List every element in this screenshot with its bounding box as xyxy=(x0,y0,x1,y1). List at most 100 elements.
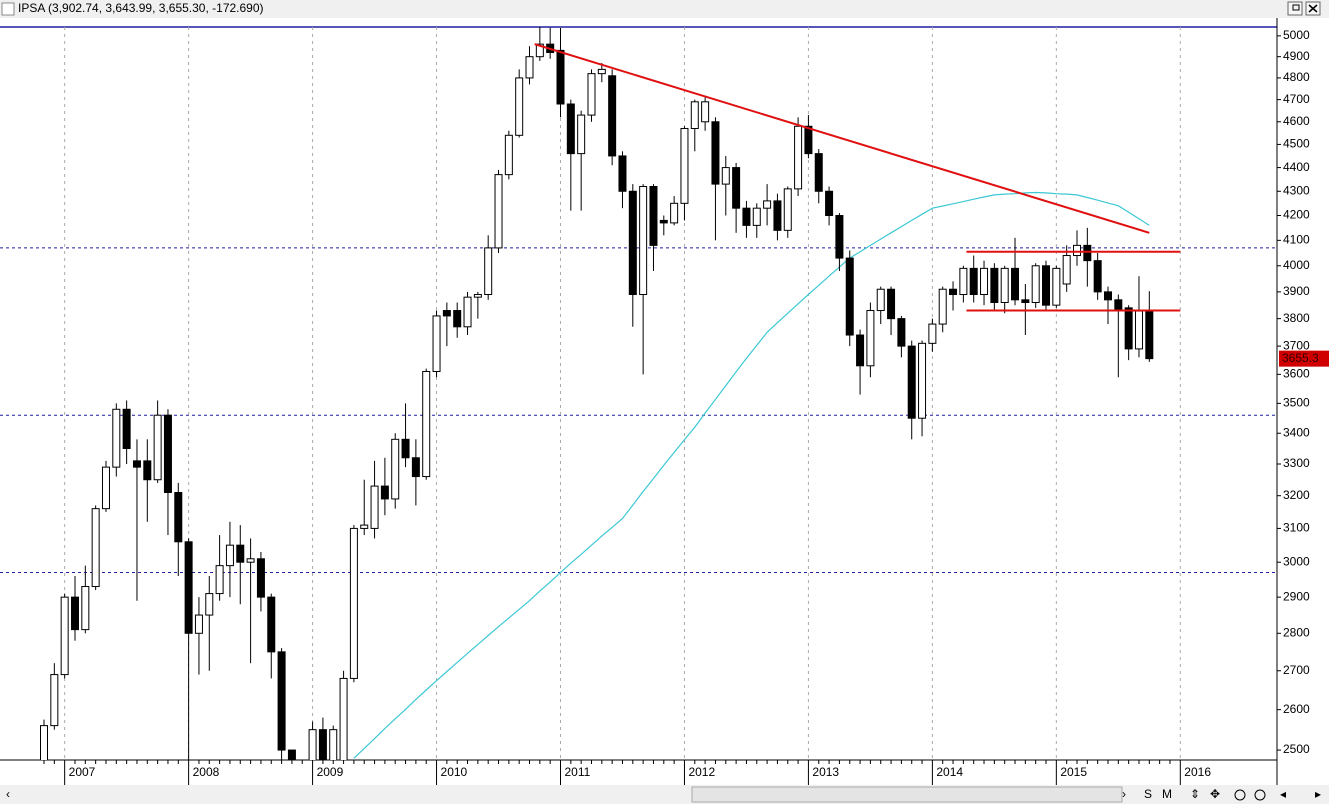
plot-area xyxy=(0,27,1277,760)
candle-body xyxy=(649,185,658,246)
candle-body xyxy=(411,457,420,478)
x-tick-label: 2015 xyxy=(1060,765,1087,779)
candle-body xyxy=(701,101,710,123)
y-tick-label: 4800 xyxy=(1283,70,1310,84)
zoom-in[interactable] xyxy=(1254,789,1266,801)
candle-body xyxy=(690,101,699,130)
candle-body xyxy=(1073,244,1081,257)
candle-body xyxy=(825,190,834,217)
toolbar-icon[interactable]: ▸ xyxy=(1315,787,1321,801)
close-icon xyxy=(1308,4,1318,13)
candle-body xyxy=(897,318,906,347)
scroll-right[interactable]: › xyxy=(1122,787,1126,801)
y-tick-label: 2900 xyxy=(1283,589,1310,603)
candle-body xyxy=(246,558,255,563)
y-tick-label: 3000 xyxy=(1283,554,1310,568)
y-tick-label: 2700 xyxy=(1283,663,1310,677)
candle-body xyxy=(597,68,606,75)
candle-body xyxy=(349,527,358,679)
candle-body xyxy=(1103,291,1112,301)
x-tick-label: 2012 xyxy=(688,765,715,779)
candle-body xyxy=(659,219,668,224)
zoom-out[interactable] xyxy=(1234,789,1246,801)
candle-body xyxy=(1042,265,1051,306)
candle-body xyxy=(70,596,79,631)
candle-body xyxy=(566,103,575,155)
x-tick-label: 2014 xyxy=(936,765,963,779)
toolbar-icon[interactable]: ◂ xyxy=(1280,787,1286,801)
candle-body xyxy=(318,729,327,760)
candle-body xyxy=(504,134,513,176)
candle-body xyxy=(122,408,131,450)
candle-body xyxy=(980,267,989,296)
y-tick-label: 3600 xyxy=(1283,367,1310,381)
y-tick-label: 2800 xyxy=(1283,625,1310,639)
candle-body xyxy=(163,414,172,493)
y-tick-label: 4400 xyxy=(1283,160,1310,174)
candle-body xyxy=(1093,260,1102,293)
candle-body xyxy=(670,202,679,224)
candle-body xyxy=(1145,310,1154,360)
candle-body xyxy=(1031,265,1040,303)
restore-button[interactable] xyxy=(1287,1,1303,16)
candle-body xyxy=(112,408,121,468)
y-tick-label: 3400 xyxy=(1283,425,1310,439)
y-tick-label: 4200 xyxy=(1283,208,1310,222)
candle-body xyxy=(959,267,968,296)
candle-body xyxy=(236,544,245,563)
candle-body xyxy=(1062,255,1071,285)
candle-body xyxy=(711,121,720,185)
toolbar-button[interactable]: M xyxy=(1162,787,1172,801)
candle-body xyxy=(81,586,90,631)
candle-body xyxy=(1021,299,1030,303)
candle-body xyxy=(525,56,534,79)
candle-body xyxy=(380,485,389,500)
candle-body xyxy=(515,77,524,136)
candle-body xyxy=(835,215,844,259)
candle-body xyxy=(938,288,947,325)
x-tick-label: 2016 xyxy=(1184,765,1211,779)
candle-body xyxy=(143,460,152,481)
candle-body xyxy=(587,73,596,116)
y-tick-label: 2600 xyxy=(1283,702,1310,716)
x-tick-label: 2008 xyxy=(193,765,220,779)
last-price-label: 3655.3 xyxy=(1282,351,1319,365)
y-tick-label: 4900 xyxy=(1283,49,1310,63)
y-tick-label: 4500 xyxy=(1283,137,1310,151)
y-tick-label: 3700 xyxy=(1283,338,1310,352)
y-tick-label: 3900 xyxy=(1283,284,1310,298)
toolbar-button[interactable]: S xyxy=(1144,787,1152,801)
candle-body xyxy=(132,460,141,468)
candle-body xyxy=(907,345,916,419)
window-title: IPSA (3,902.74, 3,643.99, 3,655.30, -172… xyxy=(18,1,264,15)
scroll-left[interactable]: ‹ xyxy=(6,787,10,801)
candle-body xyxy=(556,49,565,105)
candle-body xyxy=(205,593,214,616)
candle-body xyxy=(969,267,978,296)
candle-body xyxy=(804,125,813,155)
x-tick-label: 2013 xyxy=(812,765,839,779)
scroll-thumb[interactable] xyxy=(691,786,1123,803)
candle-body xyxy=(401,438,410,459)
y-tick-label: 3200 xyxy=(1283,488,1310,502)
candle-body xyxy=(184,541,193,634)
candle-body xyxy=(680,128,689,204)
candle-body xyxy=(1011,267,1020,301)
trend-line xyxy=(534,43,1150,234)
y-tick-label: 4600 xyxy=(1283,114,1310,128)
scrollbar-area xyxy=(0,785,1329,804)
candle-body xyxy=(918,342,927,419)
candle-body xyxy=(763,200,772,209)
candle-body xyxy=(91,508,100,588)
toolbar-icon[interactable]: ⇕ xyxy=(1190,787,1200,801)
candle-body xyxy=(267,596,276,653)
candle-body xyxy=(535,43,544,58)
candle-body xyxy=(60,596,69,676)
x-tick-label: 2011 xyxy=(565,765,591,779)
toolbar-icon[interactable]: ✥ xyxy=(1210,787,1220,801)
y-tick-label: 4300 xyxy=(1283,183,1310,197)
candle-body xyxy=(391,438,400,500)
candle-body xyxy=(1114,299,1123,312)
